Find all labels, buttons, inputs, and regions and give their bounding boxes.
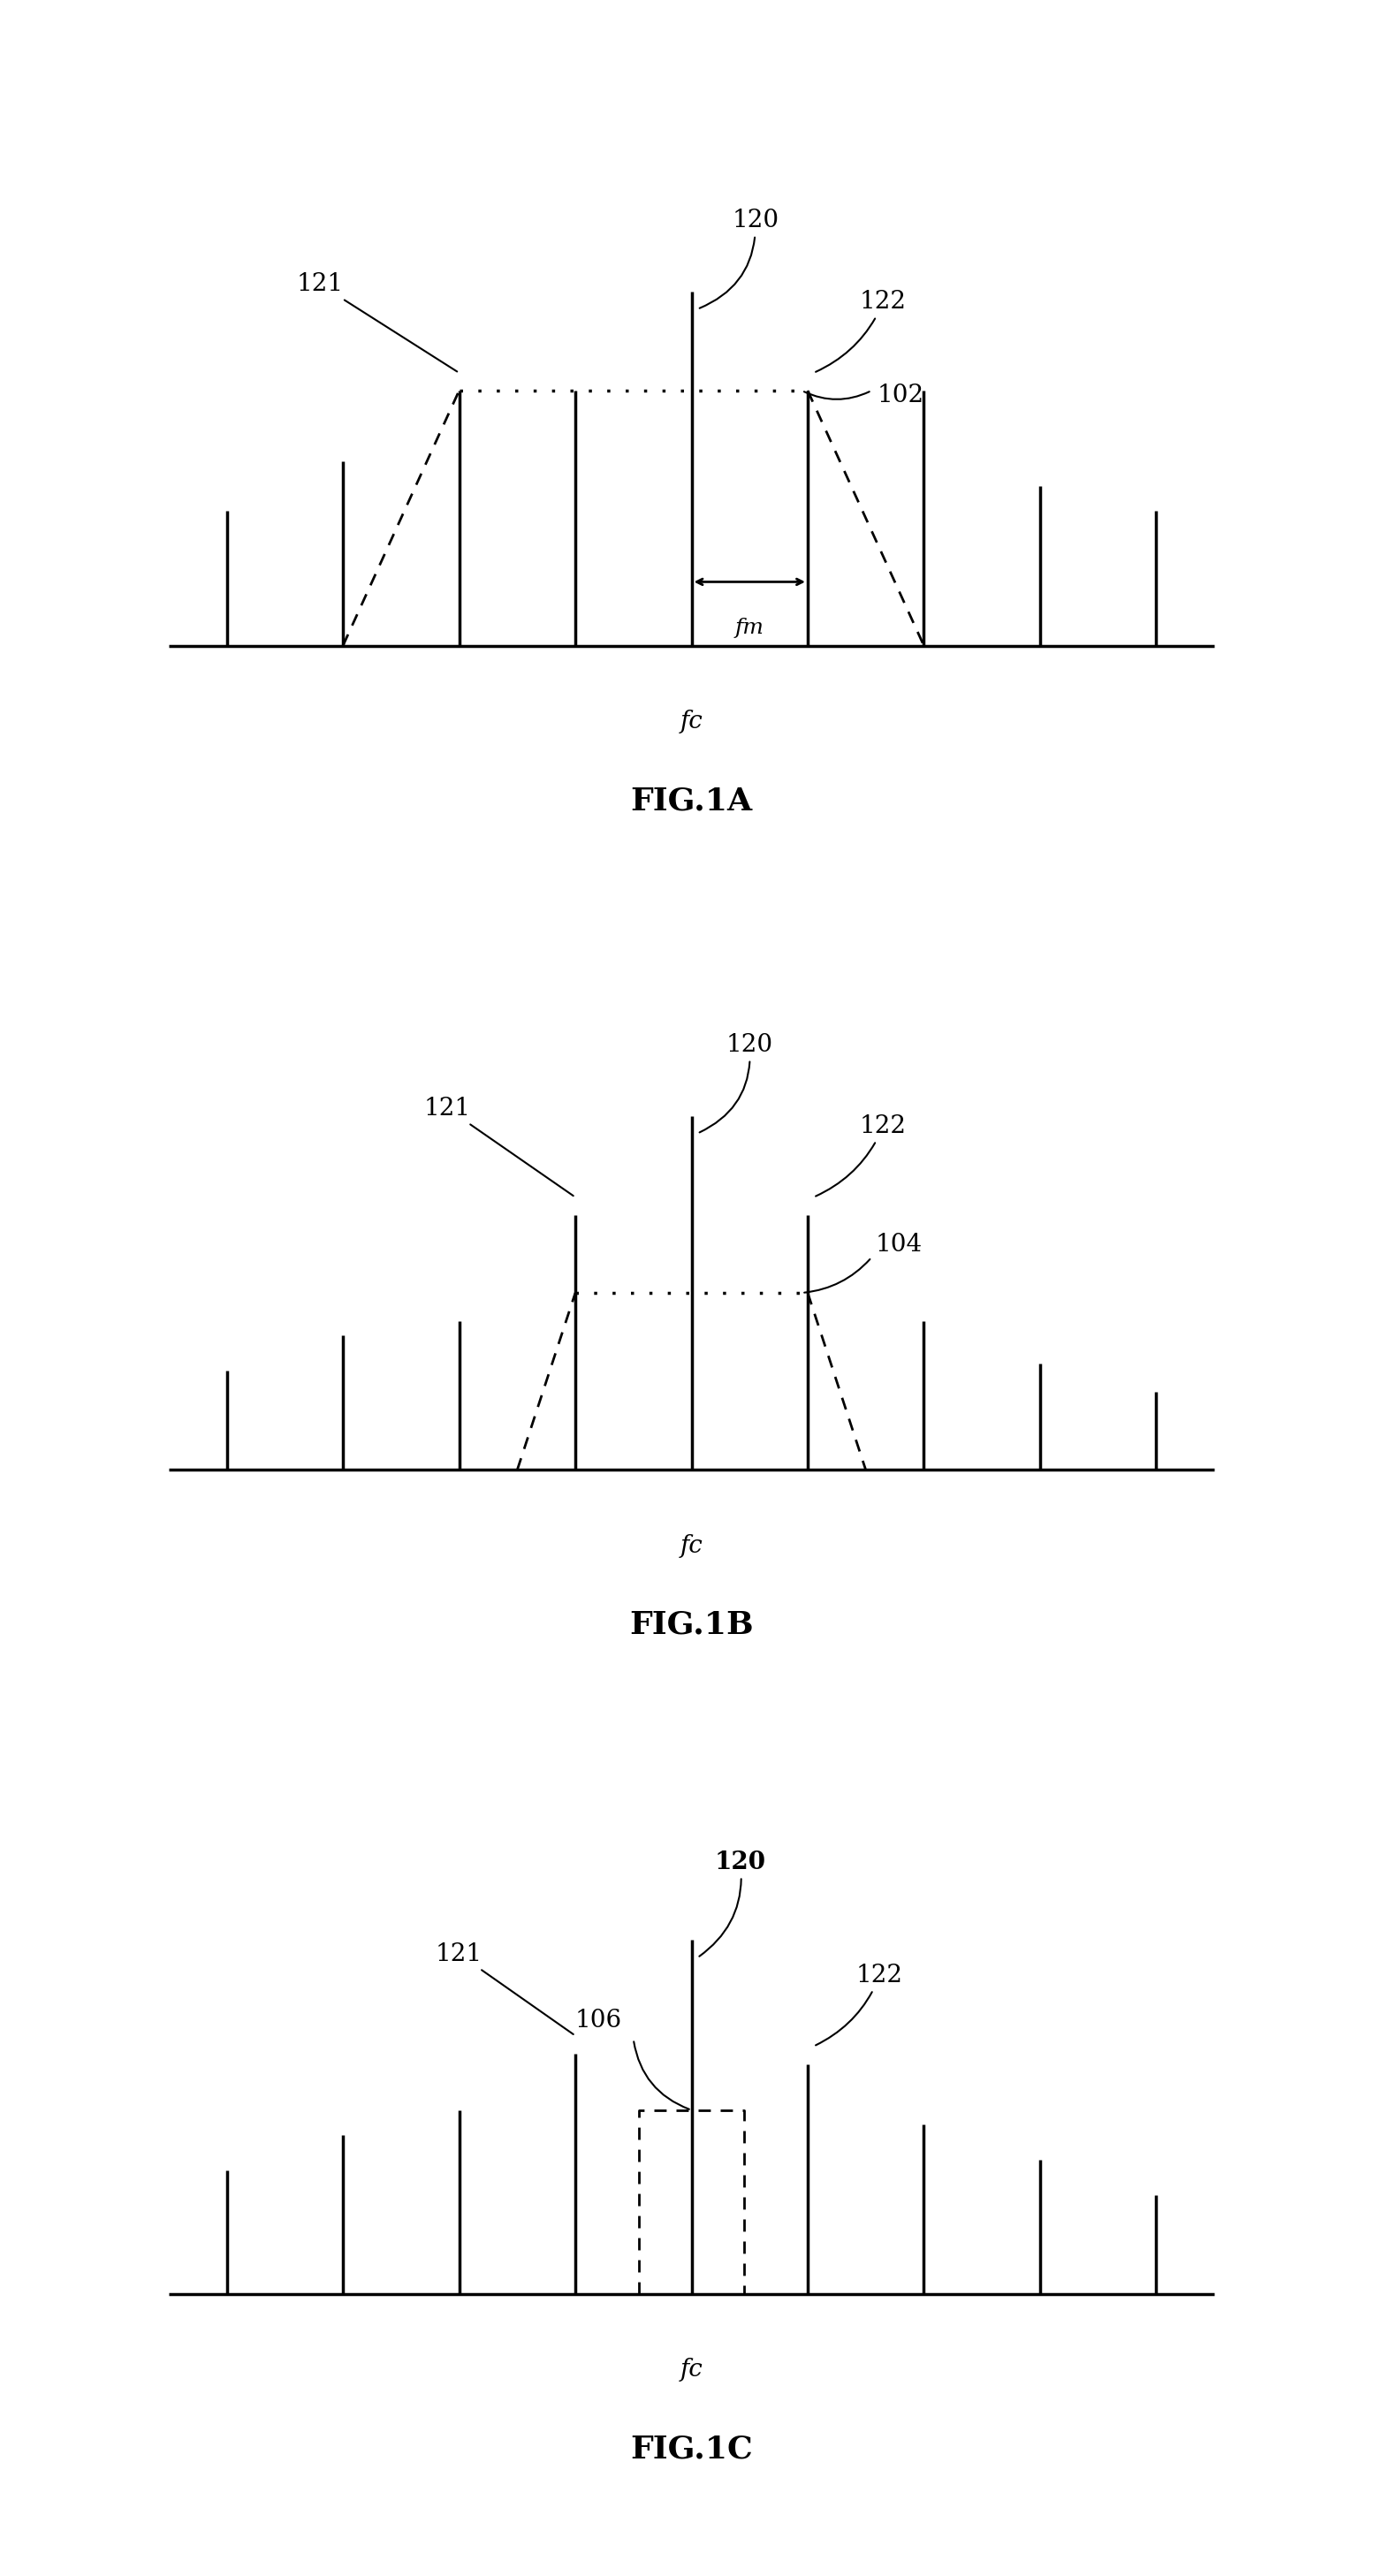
Text: 121: 121 <box>296 273 456 371</box>
Text: 104: 104 <box>875 1234 922 1257</box>
Text: 120: 120 <box>700 1033 773 1133</box>
Text: 122: 122 <box>816 291 907 371</box>
Text: 122: 122 <box>816 1115 907 1195</box>
Text: 121: 121 <box>436 1942 574 2035</box>
Text: 122: 122 <box>816 1963 903 2045</box>
Text: fc: fc <box>680 1533 703 1558</box>
Text: 106: 106 <box>575 2009 622 2032</box>
Text: fm: fm <box>734 618 765 639</box>
Text: 121: 121 <box>425 1097 574 1195</box>
Text: 120: 120 <box>700 209 779 309</box>
Text: FIG.1C: FIG.1C <box>631 2434 752 2465</box>
Text: fc: fc <box>680 708 703 734</box>
Text: fc: fc <box>680 2357 703 2383</box>
Text: 102: 102 <box>877 384 924 407</box>
Text: FIG.1B: FIG.1B <box>629 1610 754 1641</box>
Text: 120: 120 <box>700 1850 766 1955</box>
Text: FIG.1A: FIG.1A <box>631 786 752 817</box>
